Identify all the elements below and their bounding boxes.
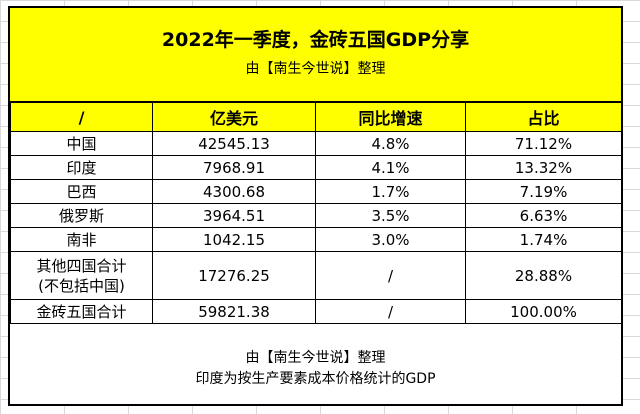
footer-credit: 由【南生今世说】整理	[245, 350, 386, 366]
table-cell[interactable]: 1.7%	[315, 179, 466, 204]
table-cell[interactable]: 巴西	[10, 179, 153, 204]
footer-notes: 由【南生今世说】整理 印度为按生产要素成本价格统计的GDP	[10, 340, 621, 404]
table-cell[interactable]: 金砖五国合计	[10, 299, 153, 324]
table-row: 巴西 4300.68 1.7% 7.19%	[10, 179, 622, 204]
title-block: 2022年一季度，金砖五国GDP分享 由【南生今世说】整理	[10, 8, 621, 102]
table-cell[interactable]: 南非	[10, 227, 153, 252]
table-cell[interactable]: 3.0%	[315, 227, 466, 252]
table-row: 中国 42545.13 4.8% 71.12%	[10, 131, 622, 156]
table-cell[interactable]: 印度	[10, 155, 153, 180]
table-cell[interactable]: 1042.15	[152, 227, 316, 252]
table-cell[interactable]: 7.19%	[465, 179, 622, 204]
others-label-line1: 其他四国合计	[36, 256, 127, 275]
table-cell[interactable]: 42545.13	[152, 131, 316, 156]
others-label-line2: (不包括中国)	[38, 276, 125, 295]
header-cell-growth[interactable]: 同比增速	[315, 102, 466, 132]
table-cell[interactable]: 7968.91	[152, 155, 316, 180]
table-title: 2022年一季度，金砖五国GDP分享	[161, 29, 470, 51]
header-row: / 亿美元 同比增速 占比	[10, 102, 622, 132]
table-row: 印度 7968.91 4.1% 13.32%	[10, 155, 622, 180]
others-total-row: 其他四国合计 (不包括中国) 17276.25 / 28.88%	[10, 251, 622, 300]
footer-note: 印度为按生产要素成本价格统计的GDP	[195, 371, 436, 387]
table-cell[interactable]: /	[315, 299, 466, 324]
table-cell[interactable]: 28.88%	[465, 251, 622, 300]
table-cell[interactable]: 4.8%	[315, 131, 466, 156]
gdp-table-frame: 2022年一季度，金砖五国GDP分享 由【南生今世说】整理 / 亿美元 同比增速…	[8, 6, 623, 406]
table-cell[interactable]: 6.63%	[465, 203, 622, 228]
table-cell[interactable]: 中国	[10, 131, 153, 156]
table-cell[interactable]: 3.5%	[315, 203, 466, 228]
gdp-data-table: / 亿美元 同比增速 占比 中国 42545.13 4.8% 71.12% 印度…	[10, 102, 622, 324]
table-cell[interactable]: 100.00%	[465, 299, 622, 324]
table-cell[interactable]: 71.12%	[465, 131, 622, 156]
table-cell[interactable]: 1.74%	[465, 227, 622, 252]
table-cell[interactable]: 俄罗斯	[10, 203, 153, 228]
table-cell[interactable]: /	[315, 251, 466, 300]
table-cell[interactable]: 4.1%	[315, 155, 466, 180]
header-cell-usd[interactable]: 亿美元	[152, 102, 316, 132]
table-row: 俄罗斯 3964.51 3.5% 6.63%	[10, 203, 622, 228]
table-cell[interactable]: 17276.25	[152, 251, 316, 300]
table-subtitle: 由【南生今世说】整理	[245, 61, 386, 77]
table-cell[interactable]: 3964.51	[152, 203, 316, 228]
table-row: 南非 1042.15 3.0% 1.74%	[10, 227, 622, 252]
header-cell-share[interactable]: 占比	[465, 102, 622, 132]
brics-total-row: 金砖五国合计 59821.38 / 100.00%	[10, 299, 622, 324]
table-cell[interactable]: 4300.68	[152, 179, 316, 204]
header-cell-label[interactable]: /	[10, 102, 153, 132]
others-label-cell[interactable]: 其他四国合计 (不包括中国)	[10, 251, 153, 300]
table-cell[interactable]: 13.32%	[465, 155, 622, 180]
table-cell[interactable]: 59821.38	[152, 299, 316, 324]
